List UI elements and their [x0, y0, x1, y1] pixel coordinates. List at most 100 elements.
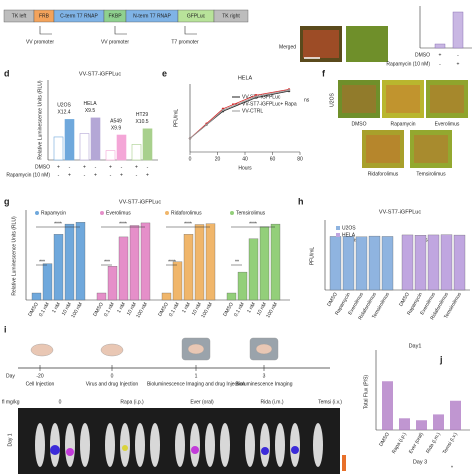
- bar: [53, 234, 64, 301]
- column-label: Temsi (i.v.): [318, 399, 342, 405]
- x-tick-label: 0: [189, 156, 192, 162]
- x-tick-label: 80: [297, 156, 303, 162]
- cell-label: HT29: [136, 112, 148, 118]
- y-axis-label: Total Flux (P/S): [363, 375, 369, 410]
- panel-subtitle: Day 3: [413, 459, 427, 465]
- legend-label: VV-CTRL: [242, 108, 263, 114]
- image-label: Ridaforolimus: [368, 171, 399, 177]
- sign: -: [147, 164, 149, 170]
- significance: **: [235, 259, 239, 265]
- bar: [75, 222, 86, 301]
- panel-title: Day1: [409, 343, 422, 349]
- bar: [140, 222, 151, 301]
- step-label: Bioluminescence Imaging: [236, 381, 293, 387]
- bar: [96, 292, 107, 301]
- bar: [183, 234, 194, 301]
- image-label: DMSO: [352, 121, 367, 127]
- bar: [237, 271, 248, 301]
- promoter-arrow: [39, 26, 52, 35]
- legend-label: HELA: [342, 232, 356, 238]
- x-tick-label: 0.1 nM: [168, 302, 181, 318]
- cell-label: U2OS: [57, 103, 71, 109]
- annotation: ns: [304, 97, 310, 103]
- panel-letter: i: [4, 324, 7, 334]
- legend-label: Everolimus: [106, 210, 131, 216]
- bar: [90, 117, 101, 161]
- cell-label: HELA: [83, 101, 97, 107]
- micrograph: [338, 80, 380, 118]
- construct-label: C-term T7 RNAP: [60, 13, 98, 19]
- legend-label: VV-ST7-iGFPLuc+ Rapa: [242, 101, 297, 107]
- point: [221, 108, 225, 112]
- bar: [53, 136, 64, 161]
- y-axis-label: Relative Luminescence Units (RLU): [37, 80, 43, 160]
- bar: [355, 236, 368, 291]
- micrograph-overlay: [414, 135, 448, 163]
- step-label: Bioluminescence Imaging and drug Injecti…: [147, 381, 245, 387]
- day-label: Day: [6, 373, 15, 379]
- x-tick-label: 1 nM: [51, 302, 62, 315]
- sign: -: [84, 172, 86, 178]
- panel-letter: f: [322, 68, 326, 78]
- point: [254, 95, 258, 98]
- legend-swatch: [35, 211, 39, 215]
- bar: [414, 235, 427, 291]
- micrograph: [410, 130, 452, 168]
- x-tick-label: Rapa (i.p.): [391, 431, 408, 455]
- sign: +: [57, 164, 60, 170]
- promoter-arrow: [184, 26, 197, 35]
- legend-swatch: [165, 211, 169, 215]
- legend-swatch: [230, 211, 234, 215]
- construct-label: FRB: [39, 13, 50, 19]
- bar-c: [452, 11, 464, 49]
- panel-title: HELA: [238, 75, 253, 81]
- bar: [64, 119, 75, 161]
- panel-letter: e: [162, 68, 167, 78]
- x-tick-label: 0.1 nM: [38, 302, 51, 318]
- bar: [368, 235, 381, 291]
- sign: +: [135, 164, 138, 170]
- bar: [440, 234, 453, 291]
- micrograph-overlay: [366, 135, 400, 163]
- imaged-mice: [35, 423, 323, 467]
- bar: [129, 225, 140, 301]
- y-axis-label: Relative Luminescence Units (RLU): [11, 216, 17, 296]
- bar: [226, 292, 237, 301]
- panel-title: VV-ST7-iGFPLuc: [79, 71, 121, 77]
- construct-label: GFPLuc: [187, 13, 206, 19]
- x-tick-label: 1 nM: [116, 302, 127, 315]
- y-axis-label: PFU/mL: [173, 109, 179, 128]
- panel-title: VV-ST7-iGFPLuc: [379, 209, 421, 215]
- bar: [161, 292, 172, 301]
- bar: [427, 234, 440, 291]
- x-tick-label: DMSO: [398, 292, 411, 308]
- bar: [342, 236, 355, 291]
- dose-label: fl mg/kg: [2, 399, 20, 405]
- promoter-label: VV promoter: [101, 39, 129, 45]
- cell-label: A549: [110, 118, 122, 124]
- image-label: Merged: [279, 44, 296, 50]
- sign: +: [109, 164, 112, 170]
- annotation: ns: [352, 237, 358, 243]
- construct-label: TK left: [12, 13, 27, 19]
- bar: [64, 223, 75, 301]
- sign: -: [121, 164, 123, 170]
- x-tick-label: 1 nM: [246, 302, 257, 315]
- construct-label: FKBP: [108, 13, 122, 19]
- column-label: Ever (oral): [190, 399, 214, 405]
- panel-title: VV-ST7-iGFPLuc: [119, 199, 161, 205]
- x-tick-label: 20: [215, 156, 221, 162]
- panel-letter: d: [4, 68, 10, 78]
- significance: ****: [168, 259, 176, 265]
- bioluminescence-spots: [50, 445, 299, 456]
- significance: ****: [54, 221, 62, 227]
- bar: [382, 381, 393, 430]
- x-tick-label: Temsi (i.v.): [442, 431, 459, 455]
- column-label: Rapa (i.p.): [120, 399, 144, 405]
- bar: [105, 150, 116, 161]
- significance: ****: [249, 221, 257, 227]
- x-tick-label: 100 nM: [200, 302, 214, 319]
- mouse-icons: [30, 337, 279, 361]
- sign: +: [83, 164, 86, 170]
